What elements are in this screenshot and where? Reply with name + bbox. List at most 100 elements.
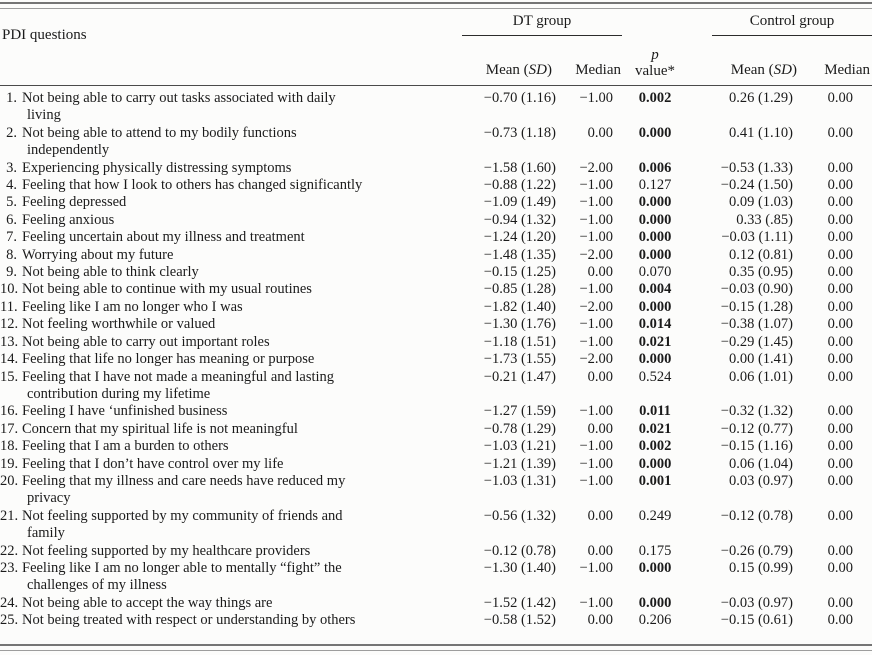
p-value-cell: 0.000 <box>638 298 672 315</box>
control-median-cell: 0.00 <box>827 333 854 350</box>
dt-median-cell: −1.00 <box>579 194 614 211</box>
dt-median-cell: −2.00 <box>579 298 614 315</box>
control-median-cell: 0.00 <box>827 177 854 194</box>
question-number: 22. <box>0 542 19 559</box>
dt-mean-sd-cell: −1.03 (1.21) <box>483 438 556 455</box>
question-number: 9. <box>6 264 17 281</box>
dt-mean-sd-cell: −1.48 (1.35) <box>483 246 556 263</box>
dt-mean-sd-cell: −0.15 (1.25) <box>483 264 556 281</box>
control-mean-sd-cell: −0.32 (1.32) <box>720 403 794 420</box>
control-mean-sd-cell: 0.15 (0.99) <box>728 559 794 576</box>
question-number: 12. <box>0 316 19 333</box>
question-number: 24. <box>0 594 19 611</box>
question-number: 6. <box>6 211 17 228</box>
control-median-cell: 0.00 <box>827 229 854 246</box>
p-value-cell: 0.021 <box>638 333 672 350</box>
control-mean-sd-cell: −0.15 (1.16) <box>720 438 794 455</box>
dt-median-cell: 0.00 <box>587 542 614 559</box>
p-value-cell: 0.002 <box>638 90 672 106</box>
control-median-cell: 0.00 <box>827 559 854 576</box>
p-value-cell: 0.004 <box>638 281 672 298</box>
control-median-cell: 0.00 <box>827 542 854 559</box>
question-text: Not being treated with respect or unders… <box>22 612 356 629</box>
dt-median-cell: 0.00 <box>587 124 614 141</box>
table-row: 19. Feeling that I don’t have control ove… <box>0 456 872 473</box>
dt-mean-sd-cell: −0.58 (1.52) <box>483 612 556 629</box>
p-symbol: p <box>651 47 659 63</box>
control-mean-sd-cell: 0.33 (.85) <box>736 211 794 228</box>
control-median-cell: 0.00 <box>827 594 854 611</box>
question-number: 10. <box>0 281 19 298</box>
question-text: Not being able to attend to my bodily fu… <box>22 124 297 159</box>
question-text: Feeling that my illness and care needs h… <box>22 472 346 507</box>
control-median-cell: 0.00 <box>827 438 854 455</box>
table-row: 13. Not being able to carry out important… <box>0 334 872 351</box>
question-text: Not feeling supported by my healthcare p… <box>22 542 311 559</box>
question-text: Experiencing physically distressing symp… <box>22 159 292 176</box>
control-median-cell: 0.00 <box>827 368 854 385</box>
control-median-cell: 0.00 <box>827 351 854 368</box>
p-value-cell: 0.021 <box>638 420 672 437</box>
question-text: Concern that my spiritual life is not me… <box>22 420 298 437</box>
control-median-cell: 0.00 <box>827 281 854 298</box>
control-median-cell: 0.00 <box>827 264 854 281</box>
dt-median-cell: −1.00 <box>579 281 614 298</box>
question-number: 2. <box>6 124 17 141</box>
question-text: Feeling depressed <box>22 194 127 211</box>
p-value-cell: 0.002 <box>638 438 672 455</box>
dt-median-cell: −1.00 <box>579 177 614 194</box>
p-value-cell: 0.001 <box>638 472 672 489</box>
p-value-cell: 0.524 <box>638 368 672 385</box>
question-number: 21. <box>0 507 19 524</box>
control-group-label: Control group <box>749 13 835 29</box>
question-number: 17. <box>0 420 19 437</box>
question-number: 20. <box>0 472 19 489</box>
control-median-cell: 0.00 <box>827 194 854 211</box>
dt-mean-sd-cell: −1.52 (1.42) <box>483 594 556 611</box>
table-header: PDI questions DT group Control group Mea… <box>0 7 872 86</box>
table-row: 4. Feeling that how I look to others has … <box>0 177 872 194</box>
dt-median-cell: −1.00 <box>579 403 614 420</box>
question-number: 14. <box>0 351 19 368</box>
p-value-word: value* <box>635 63 675 79</box>
dt-median-cell: 0.00 <box>587 264 614 281</box>
control-mean-sd-cell: 0.09 (1.03) <box>728 194 794 211</box>
control-mean-sd-cell: 0.26 (1.29) <box>728 90 794 106</box>
dt-median-cell: 0.00 <box>587 420 614 437</box>
dt-group-header-cell: DT group <box>442 7 623 47</box>
table-row: 24. Not being able to accept the way thin… <box>0 595 872 612</box>
p-value-cell: 0.006 <box>638 159 672 176</box>
dt-group-underline: DT group <box>462 7 623 36</box>
dt-median-cell: −1.00 <box>579 559 614 576</box>
dt-mean-sd-cell: −0.88 (1.22) <box>483 177 556 194</box>
sd-label: SD <box>528 62 547 78</box>
table-row: 8. Worrying about my future −1.48 (1.35) … <box>0 247 872 264</box>
control-median-cell: 0.00 <box>827 124 854 141</box>
question-text: Not feeling supported by my community of… <box>22 507 343 542</box>
dt-mean-sd-cell: −1.73 (1.55) <box>483 351 556 368</box>
table-row: 15. Feeling that I have not made a meanin… <box>0 369 872 404</box>
group-header-row: PDI questions DT group Control group <box>0 7 872 86</box>
dt-mean-sd-cell: −1.30 (1.40) <box>483 559 556 576</box>
dt-mean-sd-cell: −1.03 (1.31) <box>483 472 556 489</box>
dt-mean-sd-cell: −1.30 (1.76) <box>483 316 556 333</box>
question-text: Feeling that I have not made a meaningfu… <box>22 368 335 402</box>
p-value-cell: 0.000 <box>638 559 672 576</box>
table-row: 18. Feeling that I am a burden to others … <box>0 438 872 455</box>
control-group-underline: Control group <box>712 7 872 36</box>
control-median-cell: 0.00 <box>827 420 854 437</box>
sd-label: SD <box>773 62 793 78</box>
control-mean-sd-header: Mean (SD) <box>688 47 799 86</box>
dt-mean-sd-cell: −0.12 (0.78) <box>483 542 556 559</box>
table-row: 1. Not being able to carry out tasks asso… <box>0 86 872 125</box>
control-mean-sd-cell: −0.29 (1.45) <box>720 333 794 350</box>
question-text: Feeling that I don’t have control over m… <box>22 455 284 472</box>
dt-median-cell: 0.00 <box>587 368 614 385</box>
p-value-cell: 0.175 <box>638 542 672 559</box>
table-row: 5. Feeling depressed −1.09 (1.49) −1.00 0… <box>0 194 872 211</box>
control-median-header: Median <box>798 47 872 86</box>
p-value-cell: 0.000 <box>638 194 672 211</box>
question-number: 23. <box>0 559 19 576</box>
control-mean-sd-cell: 0.00 (1.41) <box>728 351 794 368</box>
